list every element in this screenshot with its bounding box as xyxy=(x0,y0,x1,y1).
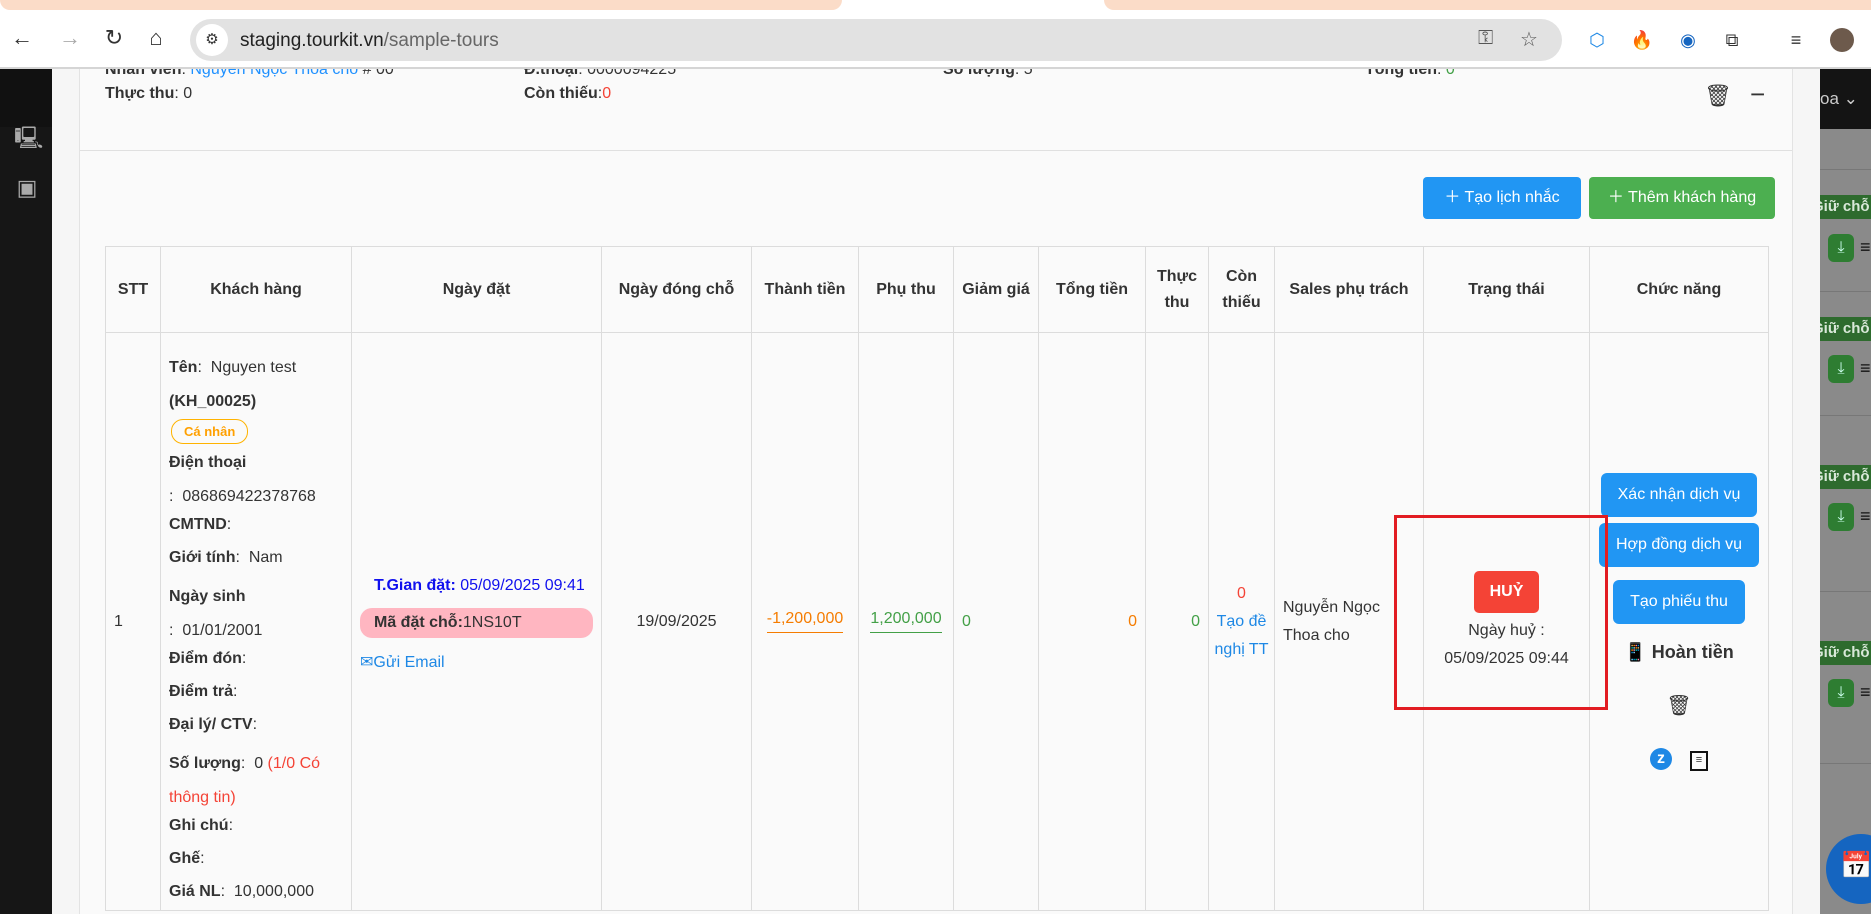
cell-paid: 0 xyxy=(1145,332,1209,911)
table-header-row: STT Khách hàng Ngày đặt Ngày đóng chỗ Th… xyxy=(105,246,1769,333)
media-controls-icon[interactable]: ≡ xyxy=(1790,30,1802,50)
cell-discount: 0 xyxy=(953,332,1039,911)
reload-icon[interactable]: ↻ xyxy=(104,25,124,50)
cell-customer: Tên: Nguyen test (KH_00025) Cá nhân Điện… xyxy=(160,332,352,911)
service-contract-button[interactable]: Hợp đồng dịch vụ xyxy=(1599,522,1759,567)
col-header: Chức năng xyxy=(1589,246,1769,333)
booking-time: T.Gian đặt: 05/09/2025 09:41 xyxy=(374,576,585,594)
status-badge: HUỶ xyxy=(1473,570,1540,613)
hold-chip[interactable]: Giữ chỗ xyxy=(1820,195,1871,219)
col-header: Ngày đặt xyxy=(351,246,602,333)
menu-icon[interactable]: ≡ xyxy=(1860,682,1871,702)
delete-icon[interactable]: 🗑 xyxy=(1704,83,1732,108)
send-email-link[interactable]: ✉Gửi Email xyxy=(360,653,445,671)
owed-value: 0 xyxy=(1237,584,1246,602)
booking-code: Mã đặt chỗ:1NS10T xyxy=(360,607,593,638)
cell-close-date: 19/09/2025 xyxy=(601,332,752,911)
refund-button[interactable]: 📱 Hoàn tiền xyxy=(1624,641,1734,662)
cell-booking: T.Gian đặt: 05/09/2025 09:41 Mã đặt chỗ:… xyxy=(351,332,602,911)
browser-tab[interactable] xyxy=(1104,0,1871,10)
url-text: staging.tourkit.vn/sample-tours xyxy=(240,30,499,51)
col-header: Trạng thái xyxy=(1423,246,1590,333)
amount-value[interactable]: -1,200,000 xyxy=(766,610,844,633)
customer-table: STT Khách hàng Ngày đặt Ngày đóng chỗ Th… xyxy=(105,246,1769,911)
summary-staff: Nhân viên: Nguyễn Ngọc Thoa cho # 00 xyxy=(105,69,394,78)
col-header: Tổng tiền xyxy=(1038,246,1146,333)
browser-toolbar: ← → ↻ ⌂ ⚙ staging.tourkit.vn/sample-tour… xyxy=(0,10,1871,69)
col-header: Thực thu xyxy=(1145,246,1209,333)
extension-icon[interactable]: ⬡ xyxy=(1589,30,1605,50)
collapse-icon[interactable]: − xyxy=(1750,79,1766,109)
monitor-icon[interactable]: 🖳 xyxy=(14,125,44,150)
download-icon[interactable]: ⤓ xyxy=(1828,234,1854,262)
col-header: Phụ thu xyxy=(858,246,954,333)
user-menu[interactable]: oa ⌄ xyxy=(1820,69,1871,129)
browser-tabstrip xyxy=(0,0,1871,12)
download-icon[interactable]: ⤓ xyxy=(1828,679,1854,707)
tour-booking-card: Nhân viên: Nguyễn Ngọc Thoa cho # 00 Đ.t… xyxy=(79,69,1793,914)
hold-chip[interactable]: Giữ chỗ xyxy=(1820,641,1871,665)
summary-owed: Còn thiếu:0 xyxy=(524,85,612,102)
address-bar[interactable]: ⚙ staging.tourkit.vn/sample-tours ⚿ ☆ xyxy=(190,19,1562,61)
forward-icon[interactable]: → xyxy=(59,25,81,50)
hold-chip[interactable]: Giữ chỗ xyxy=(1820,465,1871,489)
add-customer-button[interactable]: ＋ Thêm khách hàng xyxy=(1589,177,1775,219)
col-header: Khách hàng xyxy=(160,246,352,333)
home-icon[interactable]: ⌂ xyxy=(149,25,163,50)
download-icon[interactable]: ⤓ xyxy=(1828,355,1854,383)
summary-quantity: Số lượng: 5 xyxy=(943,69,1033,78)
summary-total: Tổng tiền: 0 xyxy=(1365,69,1455,78)
cancel-date: 05/09/2025 09:44 xyxy=(1444,649,1569,667)
customer-type-badge: Cá nhân xyxy=(171,419,249,444)
hold-chip[interactable]: Giữ chỗ xyxy=(1820,317,1871,341)
menu-icon[interactable]: ≡ xyxy=(1860,358,1871,378)
confirm-service-button[interactable]: Xác nhận dịch vụ xyxy=(1601,472,1757,517)
cell-sales: Nguyễn Ngọc Thoa cho xyxy=(1274,332,1424,911)
cell-stt: 1 xyxy=(105,332,161,911)
summary-phone: Đ.thoại: 0000094225 xyxy=(524,69,677,78)
surcharge-value[interactable]: 1,200,000 xyxy=(870,610,942,633)
menu-icon[interactable]: ≡ xyxy=(1860,237,1871,257)
highlight-box xyxy=(1394,515,1608,710)
extension-aperture-icon[interactable]: ◉ xyxy=(1680,30,1696,50)
col-header: STT xyxy=(105,246,161,333)
col-header: Sales phụ trách xyxy=(1274,246,1424,333)
table-row: 1 Tên: Nguyen test (KH_00025) Cá nhân Đi… xyxy=(105,332,1769,911)
booking-summary: Nhân viên: Nguyễn Ngọc Thoa cho # 00 Đ.t… xyxy=(80,69,1792,151)
zalo-icon[interactable]: z xyxy=(1650,747,1672,770)
create-payment-request-link[interactable]: Tạo đề nghị TT xyxy=(1214,612,1269,658)
site-settings-icon[interactable]: ⚙ xyxy=(196,24,228,56)
download-icon[interactable]: ⤓ xyxy=(1828,503,1854,531)
presentation-icon[interactable]: ▣ xyxy=(16,175,38,200)
summary-paid: Thực thu: 0 xyxy=(105,85,193,102)
mail-icon: ✉ xyxy=(360,653,374,671)
browser-tab[interactable] xyxy=(0,0,842,10)
extensions-puzzle-icon[interactable]: ⧉ xyxy=(1725,30,1739,50)
extension-fire-icon[interactable]: 🔥 xyxy=(1630,30,1654,50)
profile-avatar[interactable] xyxy=(1830,28,1854,52)
create-reminder-button[interactable]: ＋ Tạo lịch nhắc xyxy=(1423,177,1581,219)
delete-row-icon[interactable]: 🗑 xyxy=(1666,694,1692,717)
refund-phone-icon: 📱 xyxy=(1624,641,1647,662)
cancel-label: Ngày huỷ : xyxy=(1468,621,1545,639)
star-icon[interactable]: ☆ xyxy=(1520,29,1538,51)
menu-icon[interactable]: ≡ xyxy=(1860,506,1871,526)
back-icon[interactable]: ← xyxy=(11,25,33,50)
background-panel: oa ⌄ Giữ chỗ ⤓ ≡ Giữ chỗ ⤓ ≡ Giữ chỗ ⤓ ≡ Gi… xyxy=(1820,69,1871,914)
col-header: Ngày đóng chỗ xyxy=(601,246,752,333)
col-header: Giảm giá xyxy=(953,246,1039,333)
app-sidebar: 🖳 ▣ xyxy=(0,69,52,914)
document-icon[interactable]: ≡ xyxy=(1690,750,1708,771)
create-receipt-button[interactable]: Tạo phiếu thu xyxy=(1613,579,1745,624)
col-header: Thành tiền xyxy=(751,246,859,333)
cell-total: 0 xyxy=(1038,332,1146,911)
key-icon[interactable]: ⚿ xyxy=(1478,27,1494,49)
col-header: Còn thiếu xyxy=(1208,246,1275,333)
